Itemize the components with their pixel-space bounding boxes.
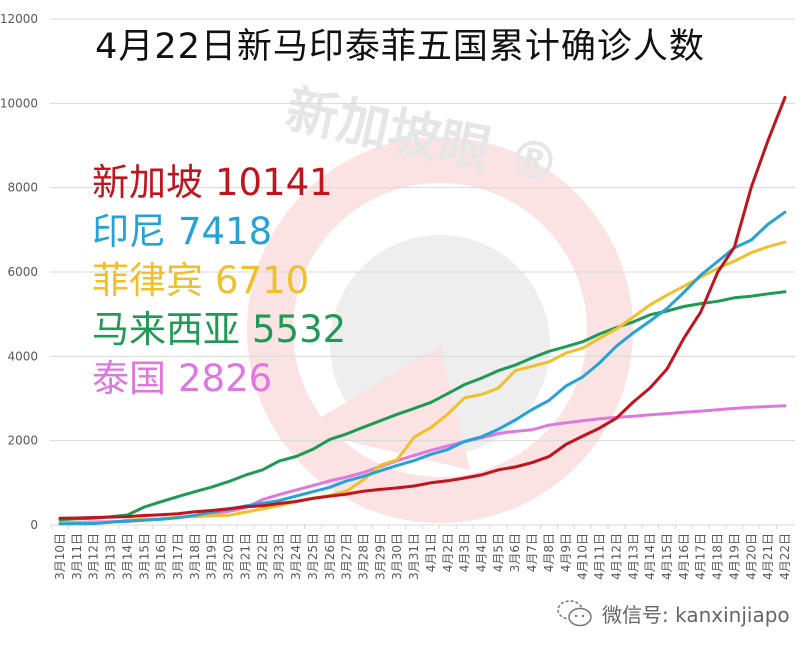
x-axis: 3月10日 3月11日 3月12日 3月13日 3月14日 3月15日 3月16日 3月17日… <box>51 525 792 580</box>
x-tick-label: 3月24日 <box>289 533 303 580</box>
x-tick-label: 4月16日 <box>677 533 691 580</box>
y-tick-label: 4000 <box>7 349 38 363</box>
x-tick-label: 3月29日 <box>373 533 387 580</box>
x-tick-label: 4月3日 <box>458 533 472 572</box>
x-tick-label: 4月15日 <box>660 533 674 580</box>
x-tick-label: 4月19日 <box>727 533 741 580</box>
x-tick-label: 4月7日 <box>525 533 539 572</box>
x-tick-label: 3月28日 <box>356 533 370 580</box>
x-tick-label: 3月18日 <box>188 533 202 580</box>
y-tick-label: 0 <box>30 518 38 532</box>
x-tick-label: 3月11日 <box>70 533 84 580</box>
x-tick-label: 4月5日 <box>491 533 505 572</box>
x-tick-label: 3月21日 <box>238 533 252 580</box>
y-tick-label: 12000 <box>0 12 38 26</box>
wechat-footer: 微信号: kanxinjiapo <box>556 598 790 628</box>
x-tick-label: 4月20日 <box>744 533 758 580</box>
x-tick-label: 4月9日 <box>559 533 573 572</box>
legend-item-malaysia: 马来西亚 5532 <box>92 305 346 354</box>
gridlines <box>50 18 795 526</box>
x-tick-label: 3月15日 <box>137 533 151 580</box>
y-tick-label: 10000 <box>0 96 38 110</box>
x-tick-label: 3月23日 <box>272 533 286 580</box>
x-tick-label: 3月20日 <box>222 533 236 580</box>
series-line <box>58 210 787 526</box>
x-tick-label: 4月8日 <box>542 533 556 572</box>
x-tick-label: 3月27日 <box>340 533 354 580</box>
legend-item-thailand: 泰国 2826 <box>92 354 346 403</box>
x-tick-label: 3月12日 <box>87 533 101 580</box>
legend-value: 5532 <box>252 308 347 351</box>
chart-title: 4月22日新马印泰菲五国累计确诊人数 <box>95 27 705 67</box>
x-tick-label: 3月30日 <box>390 533 404 580</box>
x-tick-label: 4月4日 <box>475 533 489 572</box>
x-tick-label: 3月16日 <box>154 533 168 580</box>
legend-label: 泰国 <box>92 357 166 400</box>
x-tick-label: 3月25日 <box>306 533 320 580</box>
legend-item-indonesia: 印尼 7418 <box>92 207 346 256</box>
x-tick-label: 4月13日 <box>626 533 640 580</box>
legend-value: 10141 <box>215 161 333 204</box>
legend-item-philippines: 菲律宾 6710 <box>92 256 346 305</box>
legend-value: 6710 <box>215 259 310 302</box>
x-tick-label: 4月18日 <box>711 533 725 580</box>
x-tick-label: 4月17日 <box>694 533 708 580</box>
x-tick-label: 3月22日 <box>255 533 269 580</box>
legend-label: 菲律宾 <box>92 259 203 302</box>
series-lines <box>58 95 787 526</box>
wechat-icon <box>557 600 592 627</box>
y-tick-label: 8000 <box>7 181 38 195</box>
x-tick-label: 3月14日 <box>120 533 134 580</box>
legend: 新加坡 10141 印尼 7418 菲律宾 6710 马来西亚 5532 泰国 2826 <box>92 158 346 403</box>
x-tick-label: 3月6日 <box>508 533 522 572</box>
legend-label: 新加坡 <box>92 161 203 204</box>
y-axis: 0 2000 4000 6000 8000 10000 12000 <box>0 12 38 532</box>
x-tick-label: 3月31日 <box>407 533 421 580</box>
legend-value: 7418 <box>178 210 273 253</box>
x-tick-label: 4月1日 <box>424 533 438 572</box>
series-line <box>58 95 787 520</box>
legend-label: 印尼 <box>92 210 166 253</box>
x-tick-label: 4月11日 <box>593 533 607 580</box>
y-tick-label: 2000 <box>7 434 38 448</box>
x-tick-label: 4月14日 <box>643 533 657 580</box>
legend-item-singapore: 新加坡 10141 <box>92 158 346 207</box>
x-tick-label: 4月2日 <box>441 533 455 572</box>
x-tick-label: 3月26日 <box>323 533 337 580</box>
x-tick-label: 4月12日 <box>609 533 623 580</box>
x-tick-label: 4月10日 <box>576 533 590 580</box>
x-tick-label: 4月21日 <box>761 533 775 580</box>
wechat-id: 微信号: kanxinjiapo <box>602 602 790 627</box>
y-tick-label: 6000 <box>7 265 38 279</box>
x-tick-label: 3月10日 <box>53 533 67 580</box>
x-tick-label: 3月19日 <box>205 533 219 580</box>
x-tick-label: 3月13日 <box>104 533 118 580</box>
x-tick-label: 3月17日 <box>171 533 185 580</box>
legend-value: 2826 <box>178 357 273 400</box>
legend-label: 马来西亚 <box>92 308 240 351</box>
x-tick-label: 4月22日 <box>778 533 792 580</box>
